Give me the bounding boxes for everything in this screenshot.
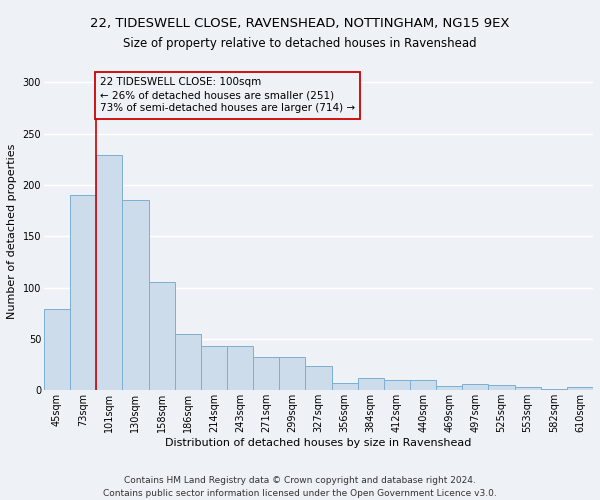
Text: Size of property relative to detached houses in Ravenshead: Size of property relative to detached ho… <box>123 38 477 51</box>
Bar <box>541 389 567 390</box>
Bar <box>96 155 122 390</box>
Bar <box>463 384 488 390</box>
Text: 22, TIDESWELL CLOSE, RAVENSHEAD, NOTTINGHAM, NG15 9EX: 22, TIDESWELL CLOSE, RAVENSHEAD, NOTTING… <box>90 18 510 30</box>
Bar <box>358 378 384 390</box>
Bar <box>567 387 593 390</box>
Bar <box>488 385 515 390</box>
Bar <box>227 346 253 390</box>
Bar <box>305 366 332 390</box>
Bar <box>515 387 541 390</box>
Bar <box>149 282 175 390</box>
Bar <box>332 383 358 390</box>
Bar <box>436 386 463 390</box>
Bar <box>384 380 410 390</box>
Bar <box>410 380 436 390</box>
Bar <box>70 195 96 390</box>
Y-axis label: Number of detached properties: Number of detached properties <box>7 144 17 319</box>
Bar <box>122 200 149 390</box>
Text: 22 TIDESWELL CLOSE: 100sqm
← 26% of detached houses are smaller (251)
73% of sem: 22 TIDESWELL CLOSE: 100sqm ← 26% of deta… <box>100 77 355 114</box>
Bar <box>44 309 70 390</box>
Text: Contains HM Land Registry data © Crown copyright and database right 2024.
Contai: Contains HM Land Registry data © Crown c… <box>103 476 497 498</box>
Bar <box>279 358 305 390</box>
Bar <box>201 346 227 390</box>
Bar <box>253 358 279 390</box>
Bar <box>175 334 201 390</box>
X-axis label: Distribution of detached houses by size in Ravenshead: Distribution of detached houses by size … <box>165 438 472 448</box>
